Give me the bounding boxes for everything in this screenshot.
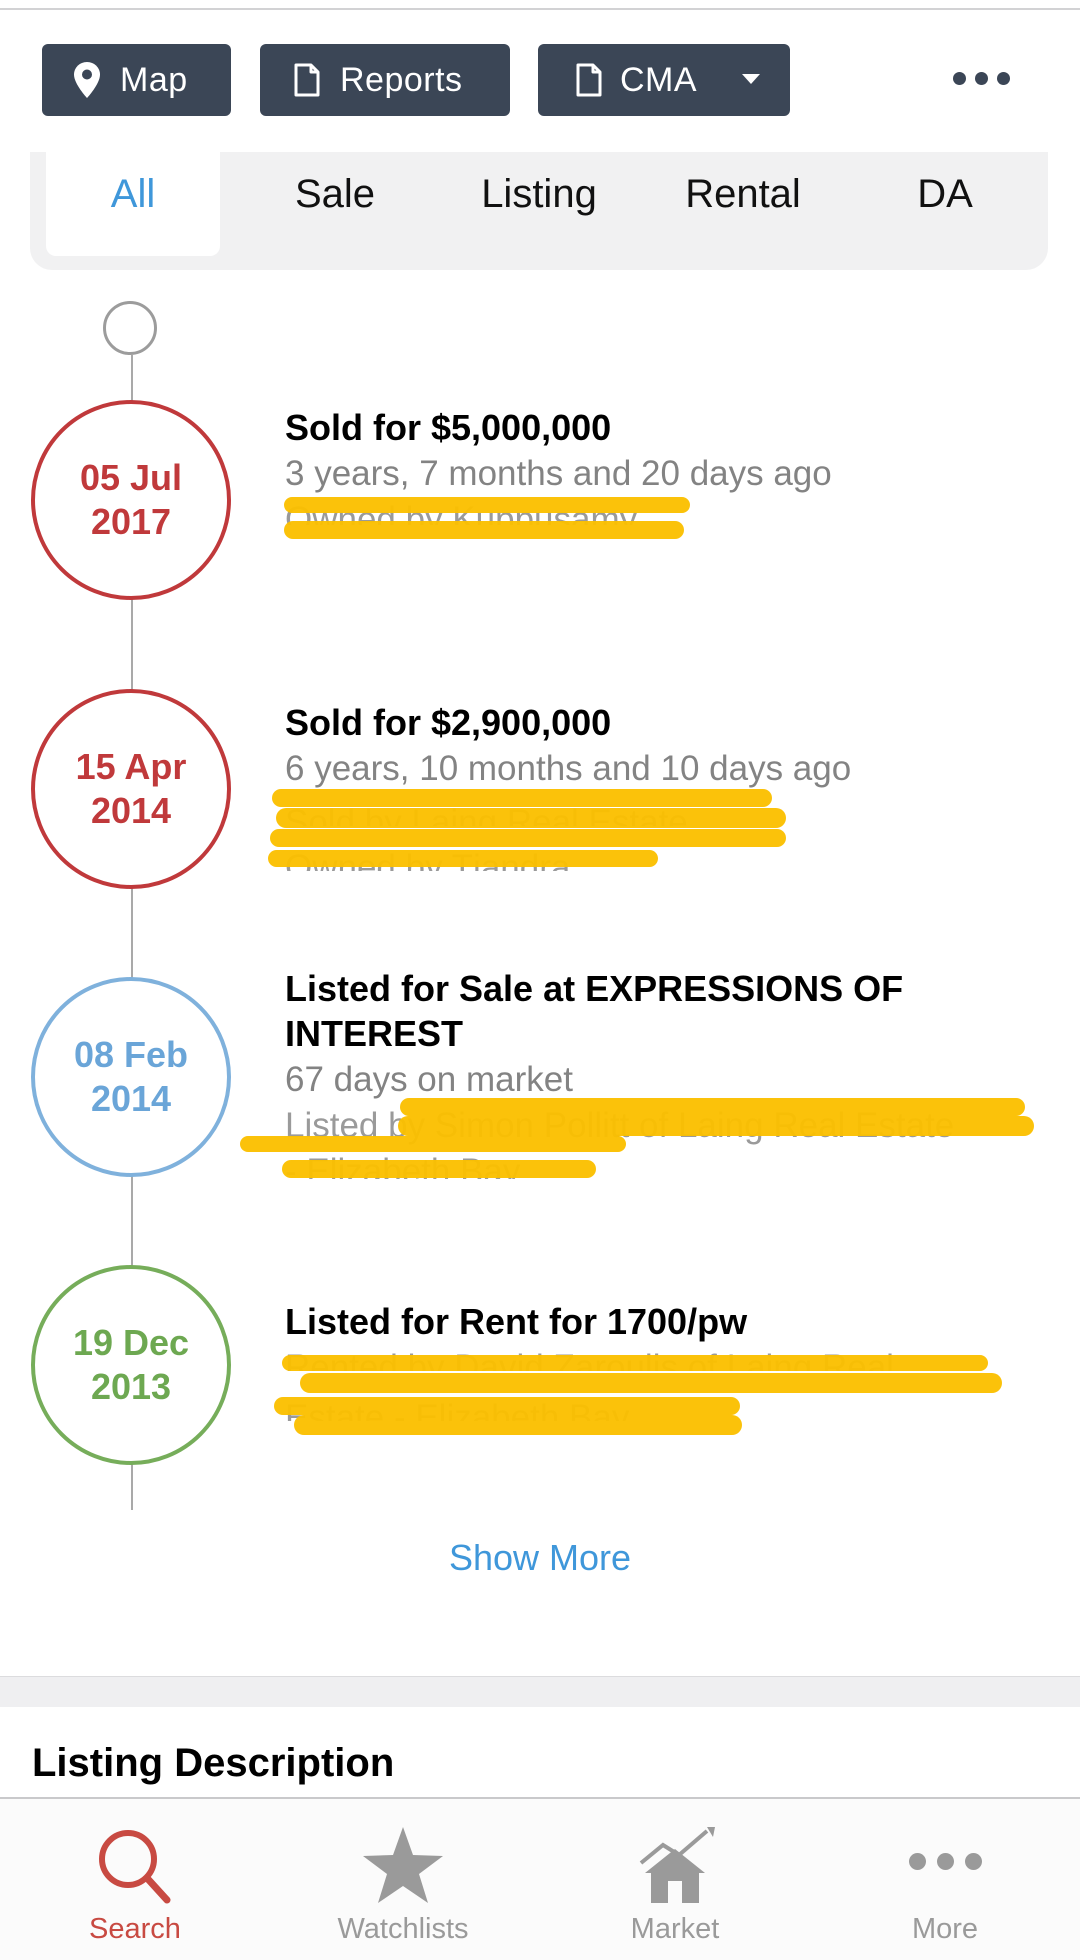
filter-sale[interactable]: Sale xyxy=(294,172,376,216)
redaction-mark xyxy=(284,521,684,539)
redaction-mark xyxy=(284,497,690,513)
tab-market[interactable]: Market xyxy=(540,1799,810,1960)
tab-search[interactable]: Search xyxy=(0,1799,270,1960)
redaction-mark xyxy=(276,808,786,828)
redaction-mark xyxy=(294,1415,742,1435)
timeline-line xyxy=(131,355,133,1510)
more-dots-icon xyxy=(810,1825,1080,1870)
event-year: 2014 xyxy=(90,790,172,831)
section-title: Listing Description xyxy=(32,1741,395,1785)
redaction-mark xyxy=(282,1160,596,1178)
chevron-down-icon[interactable] xyxy=(742,74,760,84)
redaction-mark xyxy=(300,1373,1002,1393)
redaction-mark xyxy=(272,789,772,807)
filter-all[interactable]: All xyxy=(110,172,156,216)
event-day-month: 05 Jul xyxy=(79,457,183,498)
redaction-mark xyxy=(268,850,658,867)
redaction-mark xyxy=(398,1116,1034,1136)
tab-label: Watchlists xyxy=(337,1913,469,1945)
event-date-badge: 15 Apr 2014 xyxy=(31,689,231,889)
redaction-mark xyxy=(270,829,786,847)
event-year: 2013 xyxy=(90,1366,172,1407)
house-chart-icon xyxy=(540,1825,810,1905)
redaction-mark xyxy=(274,1397,740,1415)
event-subtitle: 67 days on market xyxy=(285,1060,573,1099)
cma-button-label: CMA xyxy=(620,60,698,99)
event-title: Sold for $2,900,000 xyxy=(285,702,612,743)
event-day-month: 15 Apr xyxy=(75,746,187,787)
filter-listing[interactable]: Listing xyxy=(481,172,597,216)
search-icon xyxy=(0,1825,270,1905)
tab-label: Market xyxy=(630,1913,720,1945)
filter-rental[interactable]: Rental xyxy=(685,172,801,216)
map-button-label: Map xyxy=(120,60,188,99)
reports-button[interactable]: Reports xyxy=(260,44,510,116)
tab-label: Search xyxy=(89,1913,181,1945)
toolbar: Map Reports CMA xyxy=(0,10,1080,152)
show-more-link[interactable]: Show More xyxy=(448,1537,632,1578)
map-pin-icon xyxy=(74,62,100,98)
filter-active-indicator xyxy=(46,152,220,256)
tab-label: More xyxy=(911,1913,979,1945)
more-options-icon[interactable] xyxy=(953,72,1010,85)
tab-watchlists[interactable]: Watchlists xyxy=(268,1799,538,1960)
timeline-start-dot xyxy=(103,301,157,355)
map-button[interactable]: Map xyxy=(42,44,231,116)
star-icon xyxy=(268,1825,538,1905)
event-day-month: 08 Feb xyxy=(73,1034,189,1075)
redaction-mark xyxy=(282,1355,988,1371)
cma-button[interactable]: CMA xyxy=(538,44,790,116)
top-divider xyxy=(0,8,1080,10)
filter-segmented-control: All Sale Listing Rental DA xyxy=(30,152,1048,270)
event-title: Listed for Rent for 1700/pw xyxy=(285,1301,748,1342)
event-subtitle: 6 years, 10 months and 10 days ago xyxy=(285,749,852,788)
redaction-mark xyxy=(240,1136,626,1152)
event-date-badge: 05 Jul 2017 xyxy=(31,400,231,600)
reports-button-label: Reports xyxy=(340,60,463,99)
bottom-tab-bar: Search Watchlists Market More xyxy=(0,1797,1080,1960)
document-icon xyxy=(576,63,602,97)
tab-more[interactable]: More xyxy=(810,1799,1080,1960)
section-separator xyxy=(0,1676,1080,1707)
event-year: 2017 xyxy=(90,501,172,542)
event-day-month: 19 Dec xyxy=(72,1322,190,1363)
event-title: Listed for Sale at EXPRESSIONS OF INTERE… xyxy=(285,968,904,1054)
filter-da[interactable]: DA xyxy=(917,172,973,216)
document-icon xyxy=(294,63,320,97)
event-subtitle: 3 years, 7 months and 20 days ago xyxy=(285,454,832,493)
event-year: 2014 xyxy=(90,1078,172,1119)
redaction-mark xyxy=(400,1098,1025,1116)
event-date-badge: 19 Dec 2013 xyxy=(31,1265,231,1465)
event-title: Sold for $5,000,000 xyxy=(285,407,612,448)
event-date-badge: 08 Feb 2014 xyxy=(31,977,231,1177)
